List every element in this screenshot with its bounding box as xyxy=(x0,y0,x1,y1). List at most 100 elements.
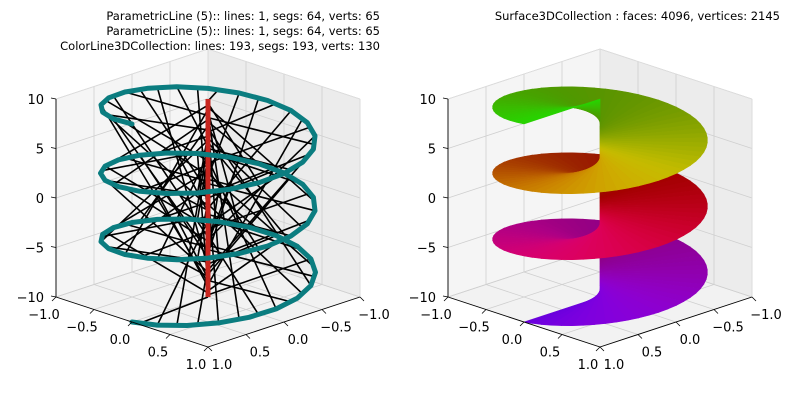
connector-line xyxy=(207,97,260,254)
connector-line xyxy=(176,192,209,212)
connector-line xyxy=(207,161,304,271)
connector-line xyxy=(207,242,277,292)
connector-line xyxy=(112,95,209,238)
z-tick-label: 0 xyxy=(36,192,44,207)
title-line-3: ColorLine3DCollection: lines: 193, segs:… xyxy=(60,39,380,53)
tick-mark xyxy=(751,296,757,302)
title-line-1: Surface3DCollection : faces: 4096, verti… xyxy=(495,9,780,23)
connector-line xyxy=(124,121,209,176)
tick-mark xyxy=(50,147,57,149)
connector-line xyxy=(112,118,209,253)
x-tick-label: −1.0 xyxy=(750,308,782,323)
connector-line xyxy=(139,296,209,325)
z-tick-label: 0 xyxy=(428,192,436,207)
surface-face xyxy=(594,288,606,325)
x-tick-label: 0.5 xyxy=(642,346,663,361)
y-tick-label: −1.0 xyxy=(28,308,60,323)
tick-mark xyxy=(359,296,365,302)
connector-line xyxy=(207,106,316,203)
surface-face xyxy=(594,156,606,193)
connector-line xyxy=(207,234,277,265)
y-tick-label: 1.0 xyxy=(186,358,207,373)
tick-mark xyxy=(442,196,449,199)
connector-line xyxy=(124,108,209,255)
plot-area xyxy=(98,84,318,328)
tick-mark xyxy=(50,97,57,100)
tick-mark xyxy=(519,321,525,327)
z-tick-label: −10 xyxy=(17,291,44,306)
tick-mark xyxy=(599,346,605,352)
grid-line xyxy=(93,284,247,335)
connector-line xyxy=(207,116,316,146)
helicoid-surface xyxy=(492,86,708,327)
pane-edge xyxy=(447,48,601,100)
grid-line xyxy=(55,147,209,199)
tick-mark xyxy=(442,246,449,248)
tick-mark xyxy=(443,296,449,302)
tick-mark xyxy=(283,321,289,327)
y-tick-label: −0.5 xyxy=(458,321,490,336)
connector-line xyxy=(207,92,240,178)
y-tick-label: −1.0 xyxy=(420,308,452,323)
tick-mark xyxy=(675,321,681,327)
tick-mark xyxy=(207,346,213,352)
helix-line-plot: −1.0 −0.5 0.0 0.5 1.0 −1.0 −0.5 0.0 0.5 1.0 −10 −5 0… xyxy=(17,9,390,373)
title-line-2: ParametricLine (5):: lines: 1, segs: 64,… xyxy=(106,24,380,38)
y-tick-label: −0.5 xyxy=(66,321,98,336)
connector-line xyxy=(207,258,312,296)
tick-mark xyxy=(245,334,251,339)
x-tick-label: 0.5 xyxy=(250,346,271,361)
tick-mark xyxy=(637,334,643,339)
z-tick-label: 10 xyxy=(27,93,44,108)
tick-mark xyxy=(713,309,719,314)
axis-lines xyxy=(50,97,365,352)
tick-mark xyxy=(50,295,57,298)
connector-line xyxy=(207,102,260,184)
grid-line xyxy=(55,246,209,298)
chart-title: ParametricLine (5):: lines: 1, segs: 64,… xyxy=(60,9,380,53)
x-tick-label: 0.0 xyxy=(288,333,309,348)
pane-edge xyxy=(599,48,753,100)
helicoid-surface-plot: −1.0 −0.5 0.0 0.5 1.0 −1.0 −0.5 0.0 0.5 1.0 −10 −5 0… xyxy=(409,9,782,373)
plot-area xyxy=(492,86,708,327)
z-tick-label: 5 xyxy=(428,143,436,158)
tick-mark xyxy=(442,295,449,298)
chart-title: Surface3DCollection : faces: 4096, verti… xyxy=(495,9,780,23)
tick-mark xyxy=(442,147,449,149)
connector-line xyxy=(104,113,209,131)
connector-line xyxy=(207,168,277,199)
tick-mark xyxy=(127,321,133,327)
tick-mark xyxy=(557,334,563,339)
pane-edge xyxy=(55,48,209,100)
tick-labels: −1.0 −0.5 0.0 0.5 1.0 −1.0 −0.5 0.0 0.5 1.0 −10 −5 0… xyxy=(17,93,390,373)
pane-edge xyxy=(207,48,361,100)
x-tick-label: −0.5 xyxy=(712,321,744,336)
tick-labels: −1.0 −0.5 0.0 0.5 1.0 −1.0 −0.5 0.0 0.5 1.0 −10 −5 0… xyxy=(409,93,782,373)
connector-line xyxy=(124,91,209,117)
connector-line xyxy=(104,231,209,294)
connector-line xyxy=(176,86,209,147)
tick-mark xyxy=(50,246,57,248)
connector-line xyxy=(207,102,277,133)
tick-mark xyxy=(89,309,95,314)
tick-mark xyxy=(595,346,601,352)
surface-face xyxy=(594,222,606,259)
z-tick-label: −10 xyxy=(409,291,436,306)
z-tick-label: −5 xyxy=(25,242,44,257)
z-tick-label: 5 xyxy=(36,143,44,158)
tick-mark xyxy=(203,346,209,352)
connector-line xyxy=(207,279,292,303)
y-tick-label: 1.0 xyxy=(578,358,599,373)
tick-mark xyxy=(442,97,449,100)
tick-mark xyxy=(321,309,327,314)
z-tick-label: 10 xyxy=(419,93,436,108)
connector-line xyxy=(157,135,209,155)
x-tick-label: 1.0 xyxy=(604,358,625,373)
tick-mark xyxy=(165,334,171,339)
x-tick-label: 0.0 xyxy=(680,333,701,348)
x-tick-label: −0.5 xyxy=(320,321,352,336)
title-line-1: ParametricLine (5):: lines: 1, segs: 64,… xyxy=(106,9,380,23)
x-tick-label: 1.0 xyxy=(212,358,233,373)
